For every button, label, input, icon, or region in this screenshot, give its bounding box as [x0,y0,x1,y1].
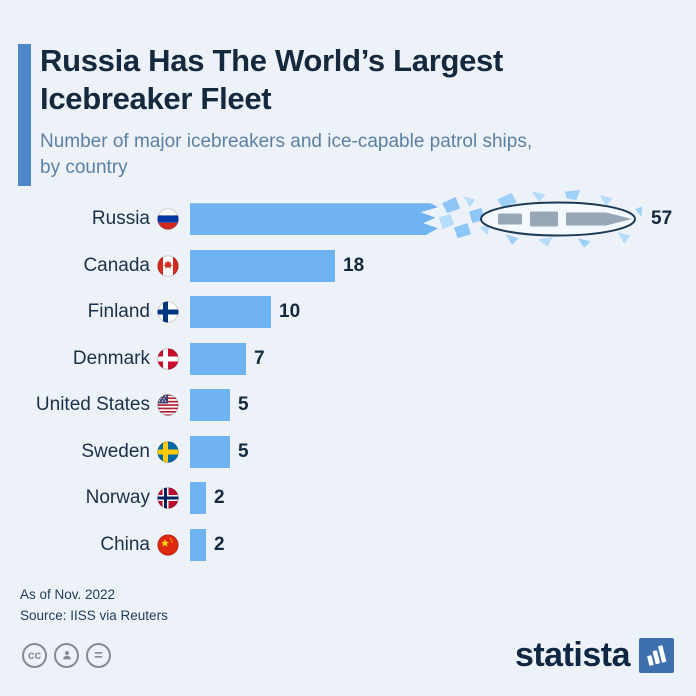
bar-value: 10 [279,301,301,323]
no-derivatives-icon[interactable]: = [86,642,111,668]
canada-flag-icon [157,255,179,277]
country-label: Sweden [81,440,150,462]
subtitle-line-1: Number of major icebreakers and ice-capa… [40,131,533,152]
russia-flag-icon [157,208,179,230]
title-line-1: Russia Has The World’s Largest [40,43,504,78]
as-of-note: As of Nov. 2022 [20,587,116,602]
page-title: Russia Has The World’s Largest Icebreake… [40,42,672,118]
bar [190,249,335,282]
chart-row-china: China 2 [18,522,696,569]
footer-notes: As of Nov. 2022 Source: IISS via Reuters [0,584,696,626]
title-accent-bar [18,44,31,186]
bar-value: 2 [214,533,225,555]
license-icons[interactable]: cc = [22,642,111,668]
bar [190,528,206,561]
bar-value: 18 [343,254,365,276]
country-label: China [100,533,150,555]
bottom-bar: cc = statista [0,630,696,696]
ship-deck-structures [498,211,632,227]
source-note: Source: IISS via Reuters [20,608,168,623]
bar [190,435,230,468]
denmark-flag-icon [157,348,179,370]
creative-commons-icon[interactable]: cc [22,642,47,668]
header: Russia Has The World’s Largest Icebreake… [0,0,696,186]
bar-value: 5 [238,394,249,416]
country-label: United States [35,394,150,416]
bar [190,203,438,236]
bar-area: 2 [190,482,696,515]
usa-flag-icon [157,394,179,416]
chart-row-denmark: Denmark 7 [18,336,696,383]
bar-area: 18 [190,249,696,282]
country-label: Denmark [72,347,150,369]
finland-flag-icon [157,301,179,323]
chart-row-russia: Russia [18,188,696,251]
bar-area: 57 [190,188,696,251]
bar-value: 2 [214,487,225,509]
bar-area: 10 [190,296,696,329]
bar-value: 57 [651,208,673,230]
country-label: Canada [83,254,150,276]
bar [190,296,271,329]
bar-area: 7 [190,342,696,375]
country-label: Norway [85,487,150,509]
page-subtitle: Number of major icebreakers and ice-capa… [40,129,672,181]
china-flag-icon [157,534,179,556]
bar [190,342,246,375]
attribution-person-icon[interactable] [54,642,79,668]
equals-label: = [94,646,103,664]
chart-row-united-states: United States 5 [18,382,696,429]
bar-value: 7 [254,347,265,369]
bar-value: 5 [238,440,249,462]
statista-logo[interactable]: statista [515,636,674,675]
chart-row-canada: Canada 18 [18,243,696,290]
icebreaker-ship-illustration [438,188,643,251]
norway-flag-icon [157,487,179,509]
statista-chart-icon [639,637,674,673]
country-label: Russia [91,208,150,230]
country-label: Finland [87,301,150,323]
person-icon [62,650,71,660]
chart-row-finland: Finland 10 [18,289,696,336]
bar [190,389,230,422]
subtitle-line-2: by country [40,157,128,178]
sweden-flag-icon [157,441,179,463]
statista-wordmark: statista [514,635,631,674]
bar-area: 5 [190,389,696,422]
chart-row-sweden: Sweden 5 [18,429,696,476]
title-line-2: Icebreaker Fleet [40,81,272,116]
bar-area: 2 [190,528,696,561]
bar-chart: Russia [0,188,696,569]
cc-label: cc [27,648,42,662]
bar [190,482,206,515]
chart-row-norway: Norway 2 [18,475,696,522]
bar-area: 5 [190,435,696,468]
